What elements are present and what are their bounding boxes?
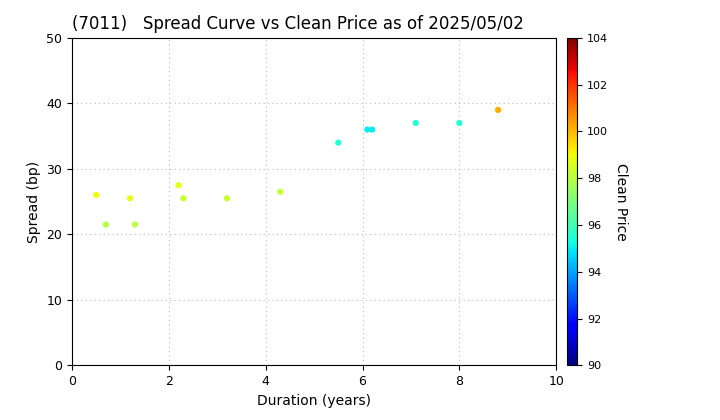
Point: [178, 195, 189, 202]
Y-axis label: Spread (bp): Spread (bp): [27, 160, 41, 243]
Point: [274, 189, 286, 195]
Point: [125, 195, 136, 202]
Point: [454, 120, 465, 126]
Point: [410, 120, 421, 126]
Point: [173, 182, 184, 189]
Point: [366, 126, 378, 133]
Point: [100, 221, 112, 228]
X-axis label: Duration (years): Duration (years): [257, 394, 371, 408]
Point: [221, 195, 233, 202]
Text: (7011)   Spread Curve vs Clean Price as of 2025/05/02: (7011) Spread Curve vs Clean Price as of…: [72, 16, 524, 34]
Point: [333, 139, 344, 146]
Point: [91, 192, 102, 198]
Point: [361, 126, 373, 133]
Y-axis label: Clean Price: Clean Price: [613, 163, 628, 241]
Point: [492, 107, 504, 113]
Point: [129, 221, 140, 228]
